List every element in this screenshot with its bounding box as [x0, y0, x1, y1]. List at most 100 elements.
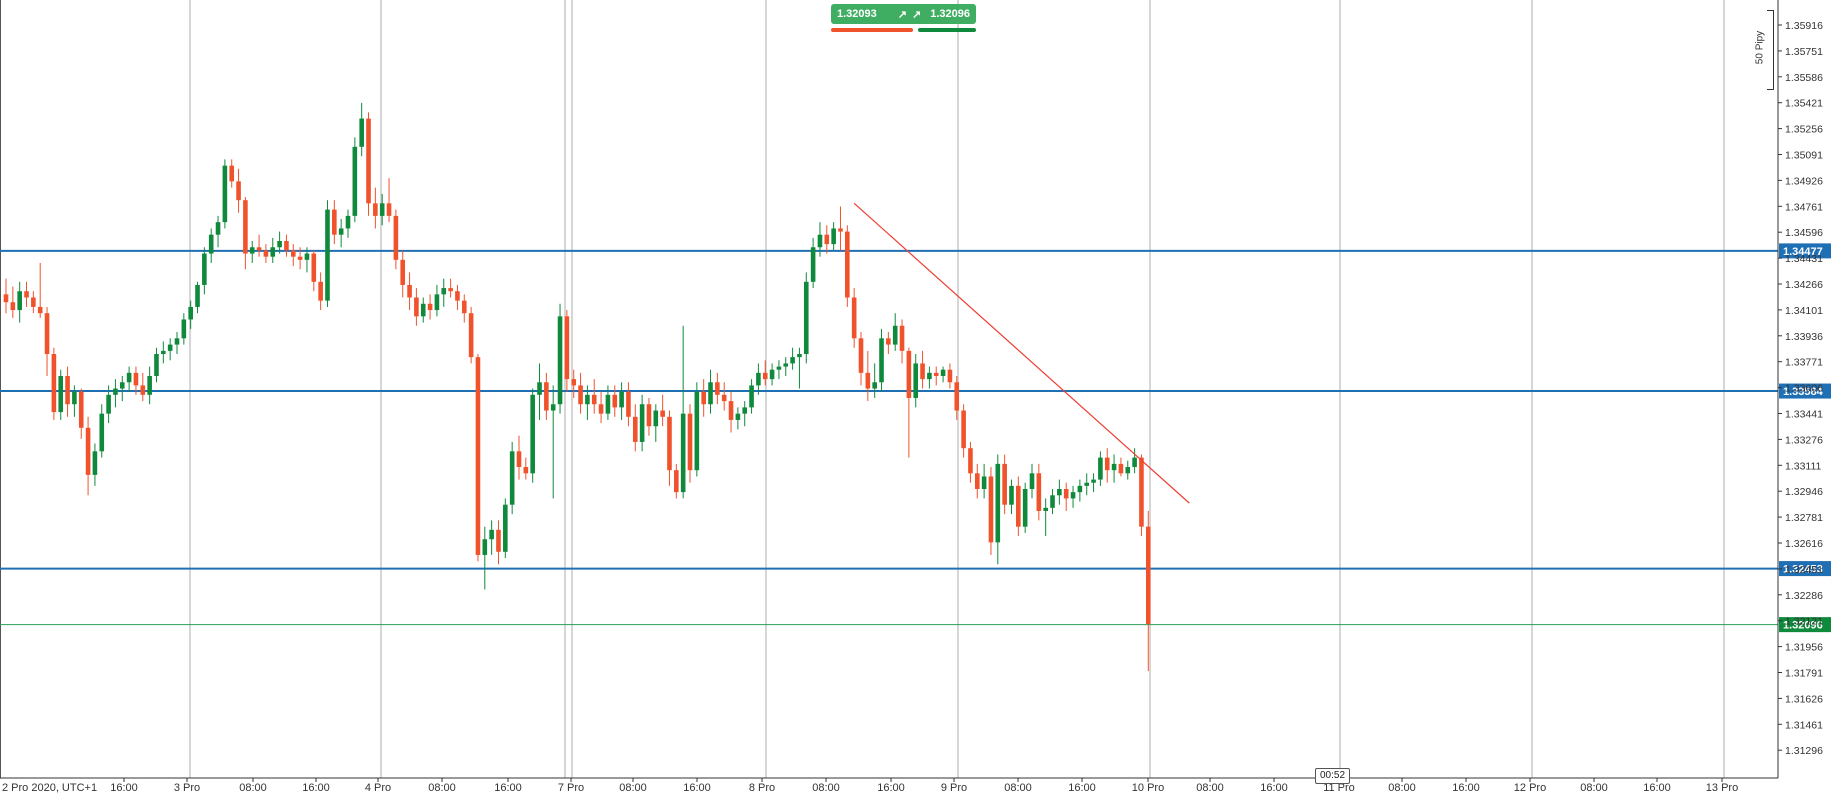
candle-body	[585, 394, 590, 405]
price-tick-label: 1.34926	[1785, 175, 1823, 187]
candle-body	[58, 375, 64, 413]
time-tick-label: 16:00	[302, 782, 330, 794]
candle-body	[202, 253, 207, 285]
current-price-label: 1.32096	[1783, 620, 1823, 632]
arrow-up-right-icon: ↗	[912, 8, 922, 21]
candle-body	[1050, 495, 1055, 508]
candle-body	[215, 222, 221, 235]
candle-body	[249, 247, 255, 254]
candle-body	[667, 416, 672, 471]
time-tick-label: 16:00	[683, 782, 711, 794]
candle-body	[981, 476, 987, 490]
candle-body	[496, 529, 501, 552]
price-tick-label: 1.34266	[1785, 279, 1823, 291]
candle-body	[475, 357, 481, 555]
price-tick-label: 1.33936	[1785, 331, 1823, 343]
candle-body	[721, 394, 727, 402]
price-tick-label: 1.32451	[1785, 564, 1823, 576]
time-tick-label: 16:00	[494, 782, 522, 794]
candle-body	[550, 404, 556, 411]
candle-body	[1036, 473, 1042, 511]
candle-body	[243, 200, 248, 254]
candle-body	[715, 382, 720, 395]
candle-body	[414, 297, 419, 317]
candle-body	[1002, 463, 1007, 505]
time-tick-label: 08:00	[1388, 782, 1416, 794]
candle-body	[920, 363, 925, 380]
candle-body	[31, 297, 36, 307]
candle-body	[886, 338, 891, 345]
candle-body	[1077, 485, 1083, 493]
candle-body	[420, 303, 426, 317]
candle-body	[304, 253, 310, 260]
time-tick-label: 16:00	[1452, 782, 1480, 794]
time-tick-label: 08:00	[1580, 782, 1608, 794]
time-tick-label: 16:00	[110, 782, 138, 794]
candle-body	[441, 288, 447, 295]
candle-body	[708, 382, 713, 405]
candlestick-series	[3, 102, 1151, 672]
candle-body	[892, 325, 898, 345]
candle-body	[810, 247, 816, 282]
candle-body	[1063, 489, 1069, 499]
candle-body	[256, 247, 262, 251]
candle-body	[1104, 457, 1110, 471]
candle-body	[434, 294, 440, 311]
candle-body	[879, 338, 884, 383]
buy-price-button[interactable]: ↗ 1.32096	[906, 4, 976, 24]
candle-body	[270, 247, 276, 257]
price-tick-label: 1.33276	[1785, 434, 1823, 446]
candle-body	[1125, 467, 1131, 474]
candle-body	[489, 529, 494, 540]
candle-body	[140, 385, 146, 395]
candle-body	[468, 313, 474, 358]
price-tick-label: 1.32286	[1785, 590, 1823, 602]
price-tick-label: 1.31296	[1785, 745, 1823, 757]
time-tick-label: 11 Pro	[1323, 782, 1355, 794]
time-tick-label: 9 Pro	[941, 782, 967, 794]
horizontal-levels[interactable]: 1.34477 1.33584 1.32453 1.32096	[0, 243, 1831, 633]
candle-body	[803, 281, 809, 355]
candle-body	[236, 181, 241, 201]
candle-body	[653, 410, 659, 427]
price-tick-label: 1.31461	[1785, 719, 1823, 731]
candle-body	[290, 250, 296, 257]
candle-body	[147, 375, 152, 395]
candle-body	[1132, 457, 1137, 468]
candle-body	[359, 118, 364, 147]
candle-body	[126, 372, 132, 383]
candle-body	[927, 372, 932, 380]
candle-body	[537, 382, 542, 395]
candle-body	[99, 413, 105, 452]
candle-body	[352, 146, 358, 216]
candle-body	[1029, 473, 1035, 490]
candle-body	[325, 209, 330, 301]
candle-body	[208, 234, 214, 254]
timer-text: 00:52	[1320, 770, 1346, 781]
time-tick-label: 08:00	[1004, 782, 1032, 794]
candle-body	[612, 394, 618, 408]
candle-body	[181, 319, 187, 339]
candle-body	[188, 306, 193, 320]
candle-body	[1111, 463, 1117, 471]
candle-body	[503, 504, 508, 552]
candle-body	[639, 404, 645, 442]
trendline-layer[interactable]	[853, 202, 1190, 504]
candle-body	[674, 470, 679, 493]
candle-body	[400, 259, 406, 285]
candle-body	[332, 209, 337, 235]
candle-body	[516, 451, 522, 468]
candle-body	[988, 476, 994, 543]
candle-body	[961, 410, 966, 449]
candle-body	[1118, 463, 1124, 474]
candle-body	[3, 294, 9, 303]
candle-body	[1009, 485, 1014, 505]
candle-body	[1098, 457, 1103, 480]
level-price-tag	[1779, 561, 1831, 577]
price-tick-label: 1.32616	[1785, 538, 1823, 550]
sell-price-button[interactable]: 1.32093 ↗	[831, 4, 913, 24]
price-tick-label: 1.35256	[1785, 124, 1823, 136]
candle-body	[17, 291, 22, 311]
candle-body	[899, 325, 905, 351]
